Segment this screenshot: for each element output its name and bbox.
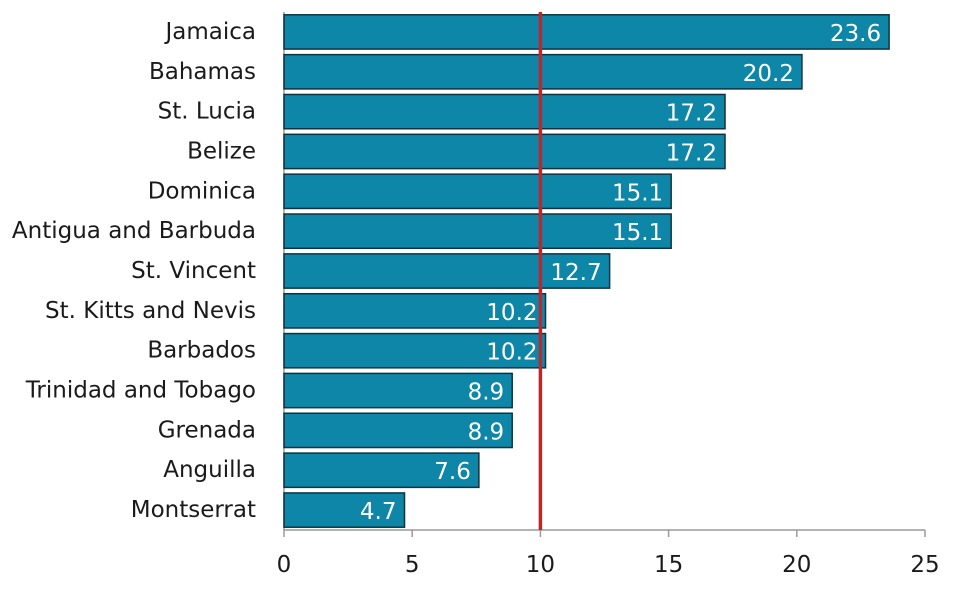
bar [283,492,406,528]
data-label: 17.2 [666,101,717,127]
data-label: 12.7 [550,260,601,286]
bar [283,253,611,289]
x-tick-label: 10 [526,552,555,578]
data-label: 8.9 [468,380,505,406]
bar [283,412,513,449]
x-tick-label: 25 [910,552,939,578]
category-label: Belize [187,138,256,164]
bar [283,332,547,369]
x-tick-label: 20 [782,552,811,578]
data-label: 10.2 [486,300,537,326]
x-tick-label: 0 [277,552,292,578]
bar [283,372,513,409]
bar [283,93,726,130]
data-label: 8.9 [468,419,505,445]
category-label: Jamaica [163,19,256,45]
data-label: 20.2 [743,61,794,87]
data-label: 4.7 [360,499,397,525]
data-label: 15.1 [612,180,663,206]
category-labels: Jamaica Bahamas St. Lucia Belize Dominica Ant… [12,19,256,523]
category-label: Grenada [158,417,256,443]
x-tick-label: 5 [405,552,420,578]
chart-bars [283,14,890,528]
data-label: 7.6 [434,459,471,485]
bar [283,133,726,170]
category-label: St. Vincent [131,258,256,284]
category-label: Barbados [147,338,256,364]
category-label: Antigua and Barbuda [12,218,256,244]
category-label: Montserrat [131,497,256,523]
x-axis-ticks: 0 5 10 15 20 25 [277,530,940,578]
bar [283,292,547,329]
data-label: 15.1 [612,220,663,246]
bar [283,53,803,90]
category-label: Trinidad and Tobago [25,378,256,404]
category-label: St. Kitts and Nevis [45,298,256,324]
category-label: St. Lucia [158,99,256,125]
data-label: 17.2 [666,140,717,166]
bar [283,173,672,210]
category-label: Dominica [148,178,256,204]
x-tick-label: 15 [654,552,683,578]
bar [283,213,672,250]
data-labels: 23.620.217.217.215.115.112.710.210.28.98… [360,21,881,525]
bar [283,14,890,50]
bar [283,452,480,489]
category-label: Bahamas [149,59,256,85]
data-label: 23.6 [830,21,881,47]
data-label: 10.2 [486,340,537,366]
category-label: Anguilla [163,457,256,483]
